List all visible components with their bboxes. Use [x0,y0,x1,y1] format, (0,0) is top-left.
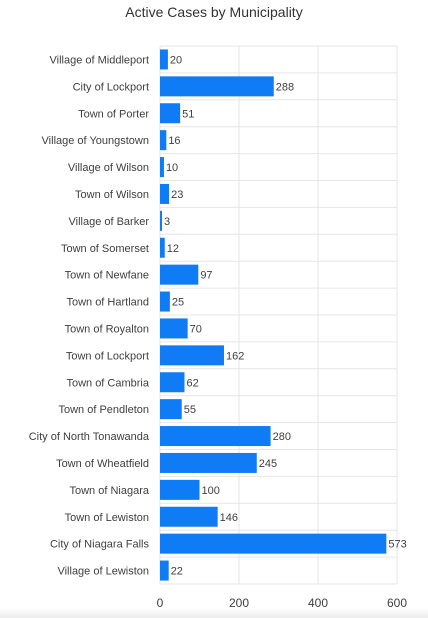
bar-city-of-north-tonawanda[interactable] [160,426,271,447]
chart-title: Active Cases by Municipality [125,4,303,20]
bar-town-of-wheatfield[interactable] [160,452,257,473]
bars [160,49,387,581]
bar-village-of-youngstown[interactable] [160,130,167,151]
value-label: 62 [186,377,198,389]
bar-city-of-niagara-falls[interactable] [160,533,387,554]
category-label: Village of Middleport [50,54,149,66]
category-label: Town of Cambria [66,377,149,389]
value-labels: 20 288 51 16 10 23 3 12 97 25 70 162 62 55 280 245 100 14… [164,54,407,577]
category-labels: Village of Middleport City of Lockport Tow… [29,54,150,577]
value-label: 51 [182,108,194,120]
bar-town-of-royalton[interactable] [160,318,188,339]
x-tick-label: 0 [157,596,164,610]
category-label: Town of Pendleton [58,404,149,416]
value-label: 20 [170,54,182,66]
category-label: Village of Lewiston [57,566,149,578]
value-label: 288 [276,81,294,93]
bar-town-of-porter[interactable] [160,103,181,124]
value-label: 25 [172,297,184,309]
bar-village-of-wilson[interactable] [160,157,164,178]
bar-town-of-hartland[interactable] [160,291,170,312]
bar-village-of-barker[interactable] [160,210,162,231]
category-label: Town of Hartland [66,297,149,309]
category-label: Town of Niagara [70,485,150,497]
bar-town-of-lewiston[interactable] [160,506,218,527]
value-label: 23 [171,189,183,201]
category-label: City of North Tonawanda [29,431,150,443]
value-label: 100 [202,485,220,497]
category-label: Village of Youngstown [42,135,149,147]
value-label: 10 [166,162,178,174]
value-label: 3 [164,216,170,228]
value-label: 97 [200,270,212,282]
category-label: Village of Barker [68,216,149,228]
category-label: Town of Newfane [65,270,149,282]
value-label: 146 [220,512,238,524]
value-label: 162 [226,350,244,362]
bar-city-of-lockport[interactable] [160,76,274,97]
category-label: Town of Porter [78,108,149,120]
category-label: Town of Lewiston [65,512,149,524]
bar-town-of-cambria[interactable] [160,372,185,393]
bar-town-of-niagara[interactable] [160,479,200,500]
bar-town-of-somerset[interactable] [160,237,165,258]
footer-shadow [0,608,428,618]
bar-town-of-newfane[interactable] [160,264,199,285]
value-label: 22 [171,566,183,578]
bar-town-of-lockport[interactable] [160,345,224,366]
bar-town-of-wilson[interactable] [160,183,170,204]
value-label: 573 [388,539,406,551]
category-label: Village of Wilson [68,162,149,174]
bar-village-of-middleport[interactable] [160,49,168,70]
category-label: Town of Royalton [65,323,149,335]
category-label: Town of Lockport [66,350,149,362]
category-label: Town of Somerset [61,243,149,255]
bar-village-of-lewiston[interactable] [160,560,169,581]
x-axis-ticks: 0 200 400 600 [157,596,408,610]
category-label: City of Niagara Falls [50,539,150,551]
category-label: Town of Wilson [75,189,149,201]
value-label: 16 [168,135,180,147]
value-label: 280 [273,431,291,443]
category-label: Town of Wheatfield [56,458,149,470]
value-label: 55 [184,404,196,416]
category-label: City of Lockport [73,81,149,93]
value-label: 12 [167,243,179,255]
value-label: 70 [190,323,202,335]
value-label: 245 [259,458,277,470]
grid-lines [159,45,398,585]
x-tick-label: 400 [308,596,328,610]
x-tick-label: 200 [229,596,249,610]
bar-town-of-pendleton[interactable] [160,399,182,420]
x-tick-label: 600 [387,596,407,610]
